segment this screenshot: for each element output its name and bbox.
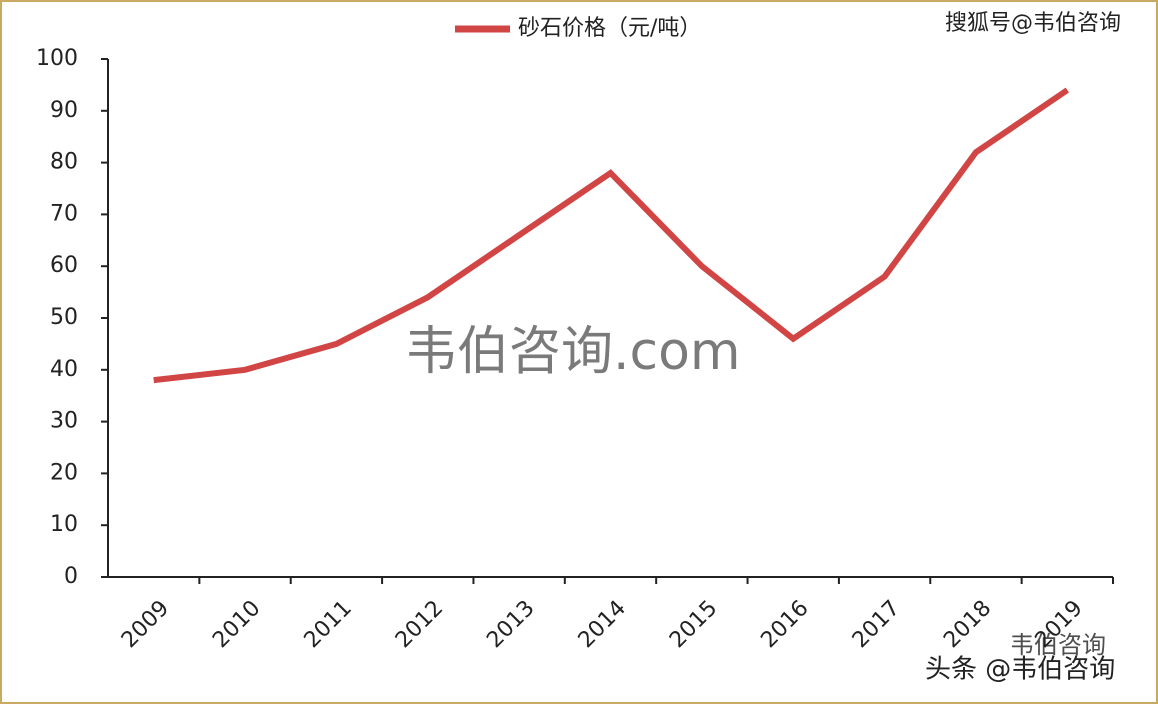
y-tick-label: 20 bbox=[50, 460, 78, 485]
y-tick-label: 40 bbox=[50, 357, 78, 382]
y-tick-label: 10 bbox=[50, 512, 78, 537]
y-tick-label: 80 bbox=[50, 150, 78, 175]
y-tick-label: 30 bbox=[50, 409, 78, 434]
line-series bbox=[153, 87, 1070, 384]
watermark: 韦伯咨询.com bbox=[405, 322, 741, 382]
watermark: 头条 @韦伯咨询 bbox=[925, 655, 1115, 685]
legend-label: 砂石价格（元/吨） bbox=[518, 16, 701, 41]
y-tick-label: 0 bbox=[64, 564, 78, 589]
y-tick-label: 100 bbox=[36, 46, 78, 71]
y-tick-label: 60 bbox=[50, 253, 78, 278]
y-tick-label: 50 bbox=[50, 305, 78, 330]
y-tick-label: 90 bbox=[50, 98, 78, 123]
watermark: 韦伯咨询 bbox=[1010, 631, 1106, 659]
y-tick-label: 70 bbox=[50, 201, 78, 226]
watermark: 搜狐号@韦伯咨询 bbox=[945, 11, 1121, 36]
